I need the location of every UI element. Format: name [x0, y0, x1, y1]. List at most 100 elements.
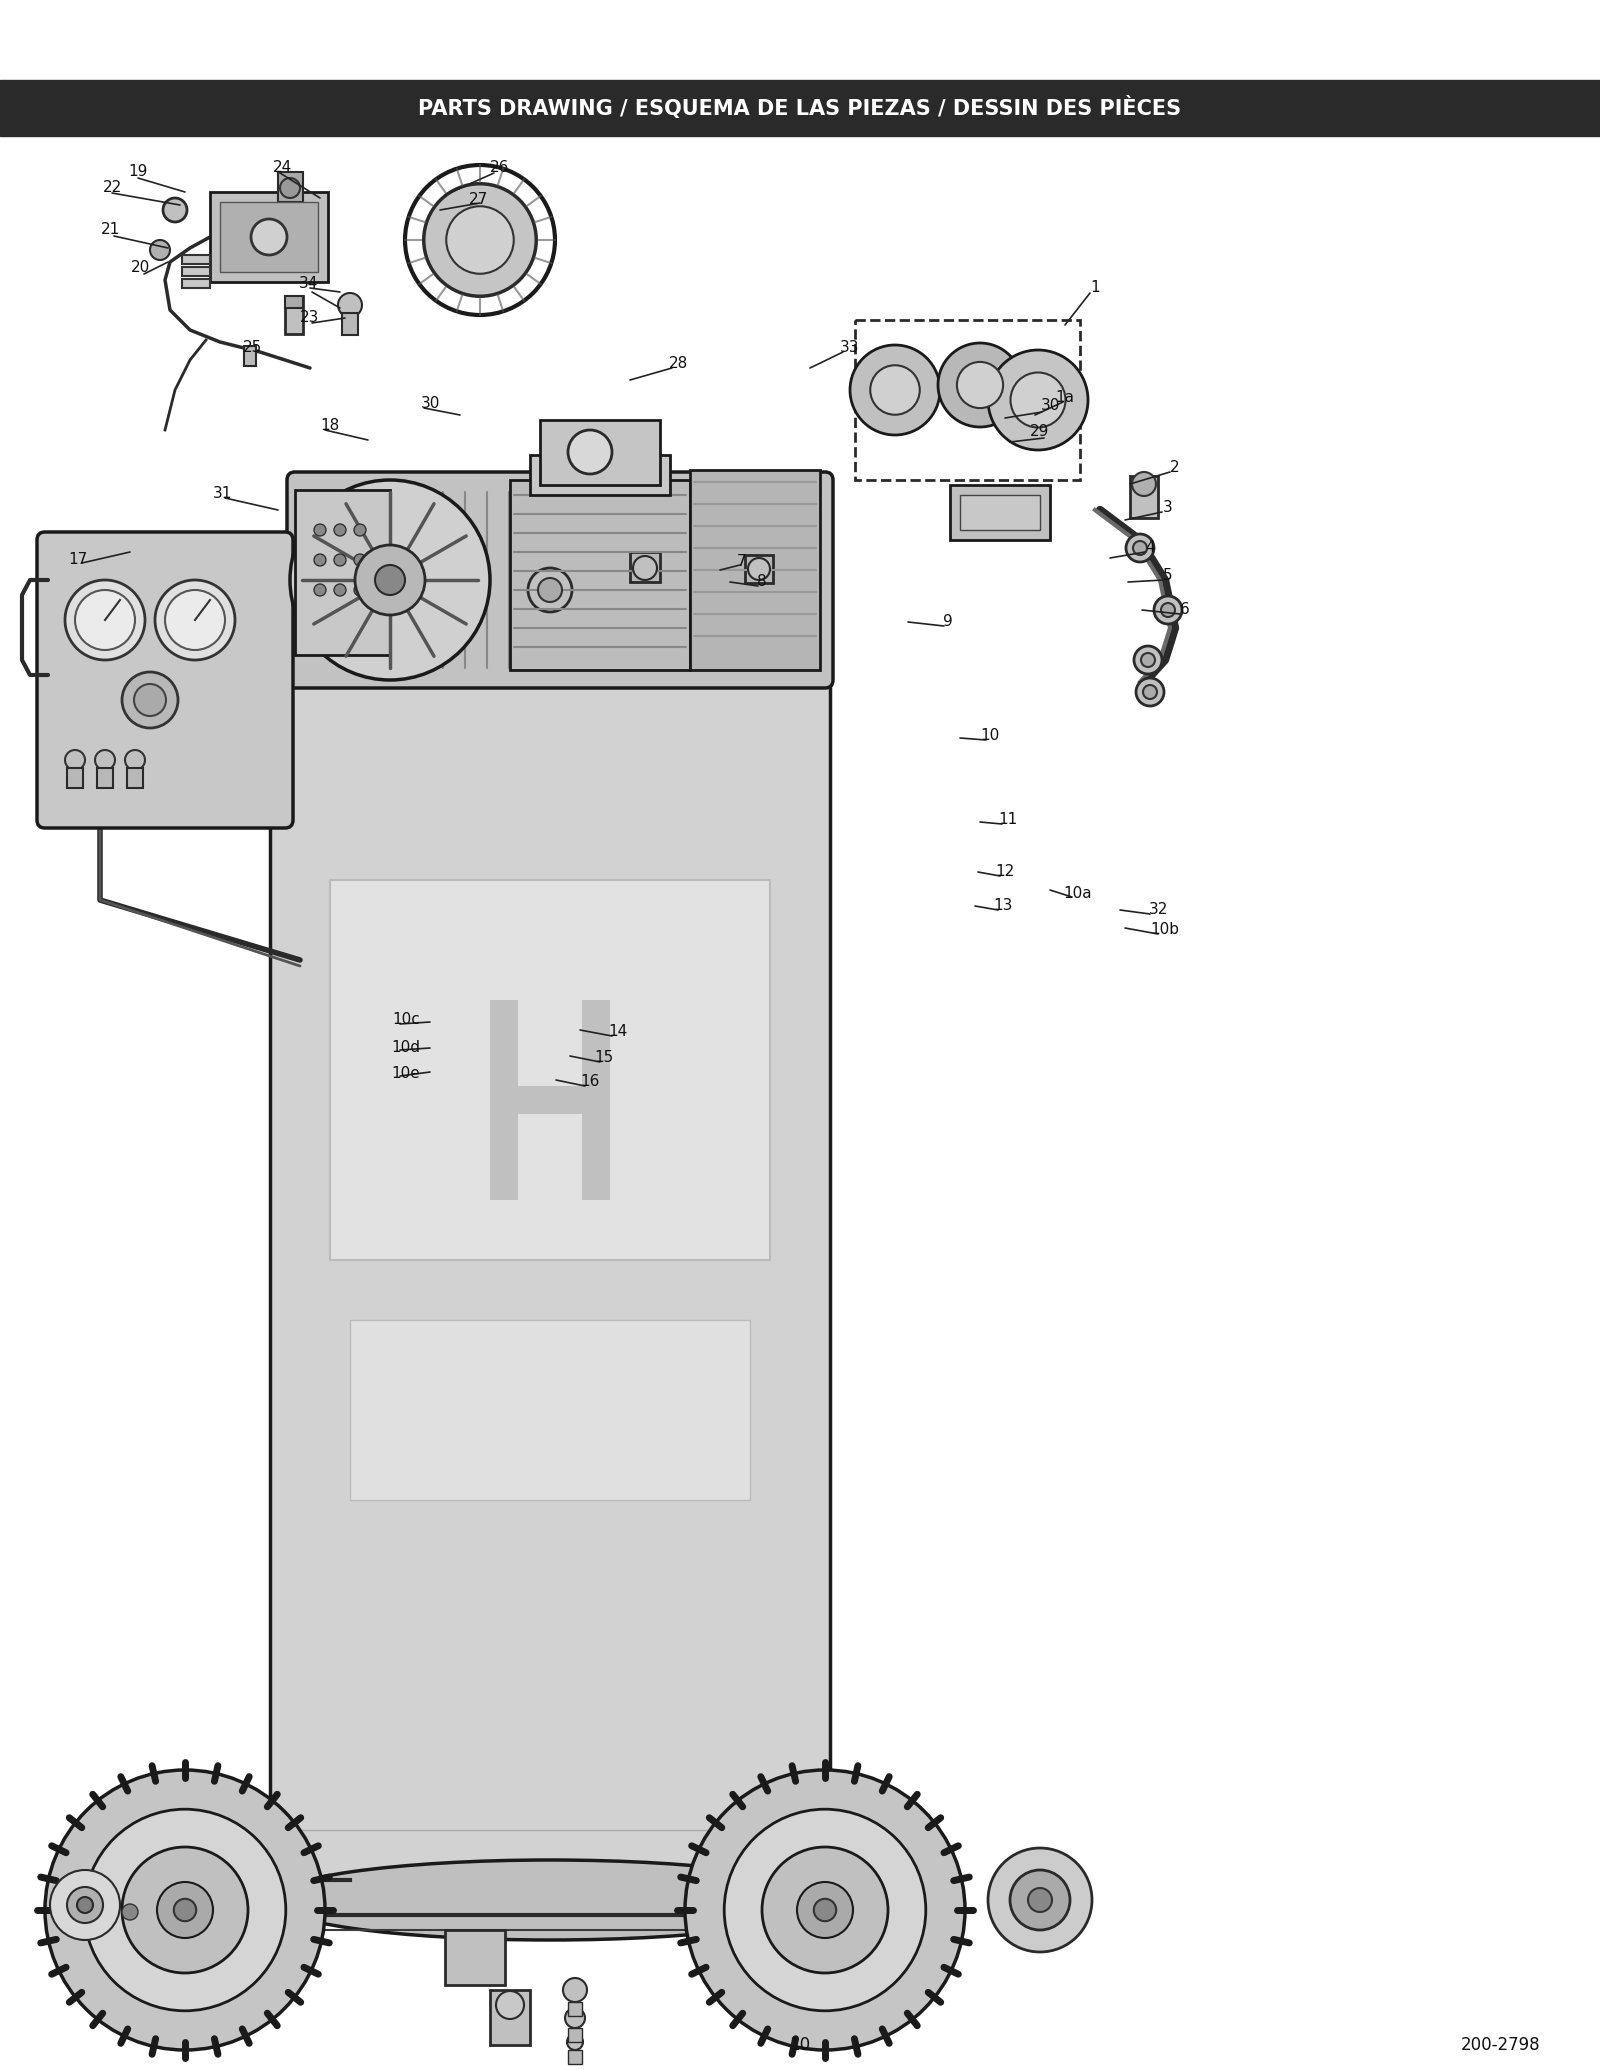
- FancyBboxPatch shape: [37, 532, 293, 828]
- Circle shape: [334, 584, 346, 596]
- Bar: [182, 267, 210, 275]
- Circle shape: [1010, 1869, 1070, 1929]
- Bar: [960, 495, 1040, 530]
- Circle shape: [163, 199, 187, 221]
- Circle shape: [565, 2008, 586, 2029]
- Circle shape: [174, 1898, 197, 1921]
- Circle shape: [50, 1869, 120, 1940]
- Circle shape: [122, 1904, 138, 1921]
- Text: 31: 31: [213, 486, 232, 501]
- Text: 20: 20: [130, 261, 150, 275]
- Circle shape: [634, 557, 658, 580]
- Circle shape: [1162, 602, 1174, 617]
- Bar: [630, 553, 661, 582]
- Circle shape: [251, 219, 286, 255]
- Bar: [221, 203, 318, 271]
- Text: 200-2798: 200-2798: [1461, 2037, 1539, 2053]
- Bar: [490, 1989, 530, 2045]
- Text: 12: 12: [995, 865, 1014, 880]
- Bar: [568, 2029, 582, 2041]
- Circle shape: [528, 567, 573, 613]
- Text: 10a: 10a: [1064, 886, 1093, 900]
- Circle shape: [870, 364, 920, 414]
- Circle shape: [1027, 1888, 1053, 1913]
- Circle shape: [1133, 472, 1155, 497]
- Circle shape: [45, 1770, 325, 2049]
- Text: 10d: 10d: [392, 1041, 421, 1056]
- Circle shape: [354, 584, 366, 596]
- Text: 13: 13: [994, 898, 1013, 913]
- Text: 22: 22: [102, 180, 122, 195]
- Circle shape: [280, 178, 301, 199]
- Circle shape: [66, 580, 146, 660]
- Text: 19: 19: [128, 164, 147, 180]
- Circle shape: [797, 1882, 853, 1938]
- Circle shape: [354, 524, 366, 536]
- Circle shape: [67, 1888, 102, 1923]
- Circle shape: [814, 1898, 837, 1921]
- Circle shape: [563, 1979, 587, 2002]
- Text: 16: 16: [581, 1074, 600, 1089]
- Circle shape: [446, 207, 514, 273]
- Text: 10: 10: [981, 729, 1000, 743]
- Text: 9: 9: [942, 615, 954, 629]
- Text: 34: 34: [298, 277, 318, 292]
- Text: 27: 27: [469, 193, 488, 207]
- Circle shape: [1011, 373, 1066, 428]
- Circle shape: [989, 1849, 1091, 1952]
- Bar: [182, 255, 210, 265]
- Text: 1a: 1a: [1056, 391, 1075, 406]
- Circle shape: [1133, 540, 1147, 555]
- Text: 21: 21: [101, 221, 120, 238]
- Circle shape: [157, 1882, 213, 1938]
- Circle shape: [685, 1770, 965, 2049]
- Text: 10b: 10b: [1150, 923, 1179, 938]
- Circle shape: [938, 344, 1022, 426]
- Circle shape: [1154, 596, 1182, 623]
- Text: 18: 18: [320, 418, 339, 433]
- Text: 6: 6: [1181, 602, 1190, 617]
- Bar: [278, 172, 302, 203]
- Bar: [541, 420, 661, 484]
- Text: 15: 15: [594, 1049, 614, 1066]
- Circle shape: [314, 524, 326, 536]
- Bar: [568, 2049, 582, 2064]
- Bar: [243, 346, 256, 366]
- Text: 3: 3: [1163, 501, 1173, 515]
- Circle shape: [1141, 652, 1155, 667]
- Circle shape: [314, 584, 326, 596]
- Circle shape: [314, 555, 326, 565]
- Bar: [568, 2002, 582, 2016]
- Text: 10e: 10e: [392, 1066, 421, 1081]
- Circle shape: [850, 346, 941, 435]
- Bar: [510, 480, 690, 671]
- Bar: [285, 296, 302, 308]
- Circle shape: [762, 1846, 888, 1973]
- Circle shape: [125, 749, 146, 770]
- Bar: [854, 321, 1080, 480]
- Circle shape: [150, 240, 170, 261]
- Bar: [126, 768, 142, 789]
- Circle shape: [290, 480, 490, 681]
- Circle shape: [134, 683, 166, 716]
- Bar: [1130, 476, 1158, 518]
- Bar: [350, 1321, 750, 1501]
- Bar: [330, 880, 770, 1261]
- Text: 2: 2: [1170, 460, 1179, 476]
- Circle shape: [165, 590, 226, 650]
- Bar: [746, 555, 773, 584]
- Circle shape: [75, 590, 134, 650]
- Text: 30: 30: [421, 397, 440, 412]
- Text: 5: 5: [1163, 569, 1173, 584]
- Circle shape: [424, 184, 536, 296]
- Circle shape: [1126, 534, 1154, 561]
- Text: 17: 17: [69, 553, 88, 567]
- Ellipse shape: [270, 561, 830, 640]
- Circle shape: [989, 350, 1088, 449]
- Circle shape: [1136, 679, 1165, 706]
- Circle shape: [66, 749, 85, 770]
- Circle shape: [77, 1896, 93, 1913]
- FancyBboxPatch shape: [286, 472, 834, 687]
- Text: 23: 23: [301, 310, 320, 325]
- Bar: [210, 193, 328, 282]
